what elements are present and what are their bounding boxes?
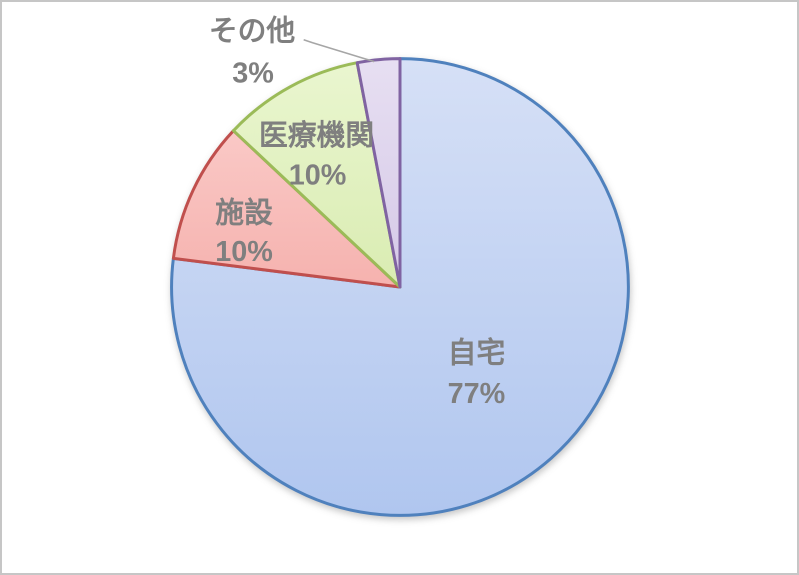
pie-slices bbox=[170, 57, 630, 517]
slice-value-other: 3% bbox=[232, 57, 274, 89]
slice-value-facility: 10% bbox=[215, 236, 273, 268]
slice-value-home: 77% bbox=[448, 378, 506, 410]
slice-labels: 自宅 77% 施設 10% 医療機関 10% その他 3% bbox=[209, 16, 505, 410]
pie-slice-facility bbox=[171, 129, 402, 289]
slice-label-other: その他 bbox=[209, 16, 296, 48]
slice-label-medical-institution: 医療機関 bbox=[259, 120, 374, 152]
slice-value-medical-institution: 10% bbox=[289, 160, 347, 192]
pie-slice-home bbox=[170, 57, 630, 517]
slice-label-facility: 施設 bbox=[215, 196, 273, 229]
slice-label-home: 自宅 bbox=[448, 336, 506, 369]
pie-slice-other bbox=[355, 57, 402, 289]
pie-slice-medical-institution bbox=[231, 61, 402, 289]
leader-line bbox=[303, 38, 375, 63]
